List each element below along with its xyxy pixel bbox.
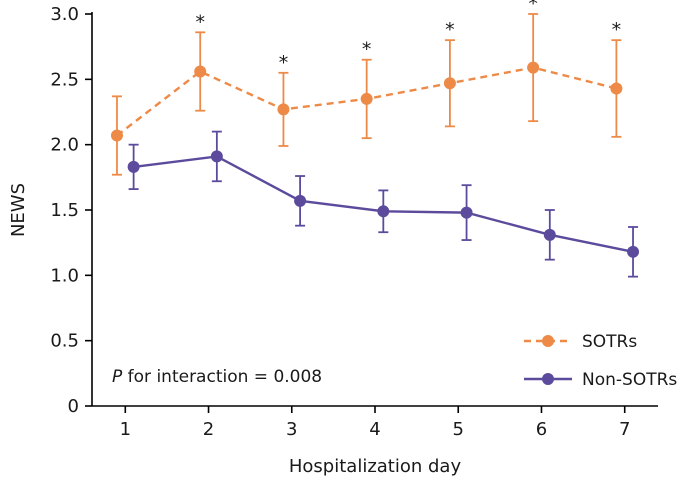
legend-marker-sotrs [542,335,554,347]
y-tick-label: 1.5 [50,200,79,221]
data-point-sotrs [277,103,290,116]
legend-marker-non-sotrs [542,373,554,385]
legend-label-sotrs: SOTRs [582,332,637,352]
data-point-sotrs [194,65,207,78]
data-point-non-sotrs [127,160,140,173]
data-point-non-sotrs [460,206,473,219]
data-point-non-sotrs [627,245,640,258]
significance-asterisk: * [279,52,289,74]
data-point-sotrs [527,61,540,74]
data-point-non-sotrs [294,194,307,207]
x-tick-label: 2 [203,419,214,440]
x-tick-label: 4 [369,419,380,440]
y-tick-label: 1.0 [50,265,79,286]
significance-asterisk: * [445,19,455,41]
data-point-non-sotrs [210,150,223,163]
y-tick-label: 2.5 [50,69,79,90]
y-tick-label: 0 [68,396,79,417]
data-point-non-sotrs [377,205,390,218]
x-tick-label: 3 [286,419,297,440]
y-axis-title: NEWS [8,183,29,237]
significance-asterisk: * [362,39,372,61]
y-tick-label: 0.5 [50,331,79,352]
x-tick-label: 6 [536,419,547,440]
significance-asterisk: * [528,0,538,15]
x-tick-label: 1 [120,419,131,440]
data-point-sotrs [110,129,123,142]
x-tick-label: 5 [453,419,464,440]
data-point-sotrs [610,82,623,95]
x-tick-label: 7 [619,419,630,440]
y-tick-label: 2.0 [50,135,79,156]
significance-asterisk: * [612,19,622,41]
p-value-annotation: P for interaction = 0.008 [112,367,322,387]
y-tick-label: 3.0 [50,4,79,25]
significance-asterisk: * [195,11,205,33]
data-point-sotrs [360,92,373,105]
data-point-non-sotrs [543,228,556,241]
legend-label-non-sotrs: Non-SOTRs [582,370,677,390]
x-axis-title: Hospitalization day [289,456,462,477]
data-point-sotrs [443,77,456,90]
